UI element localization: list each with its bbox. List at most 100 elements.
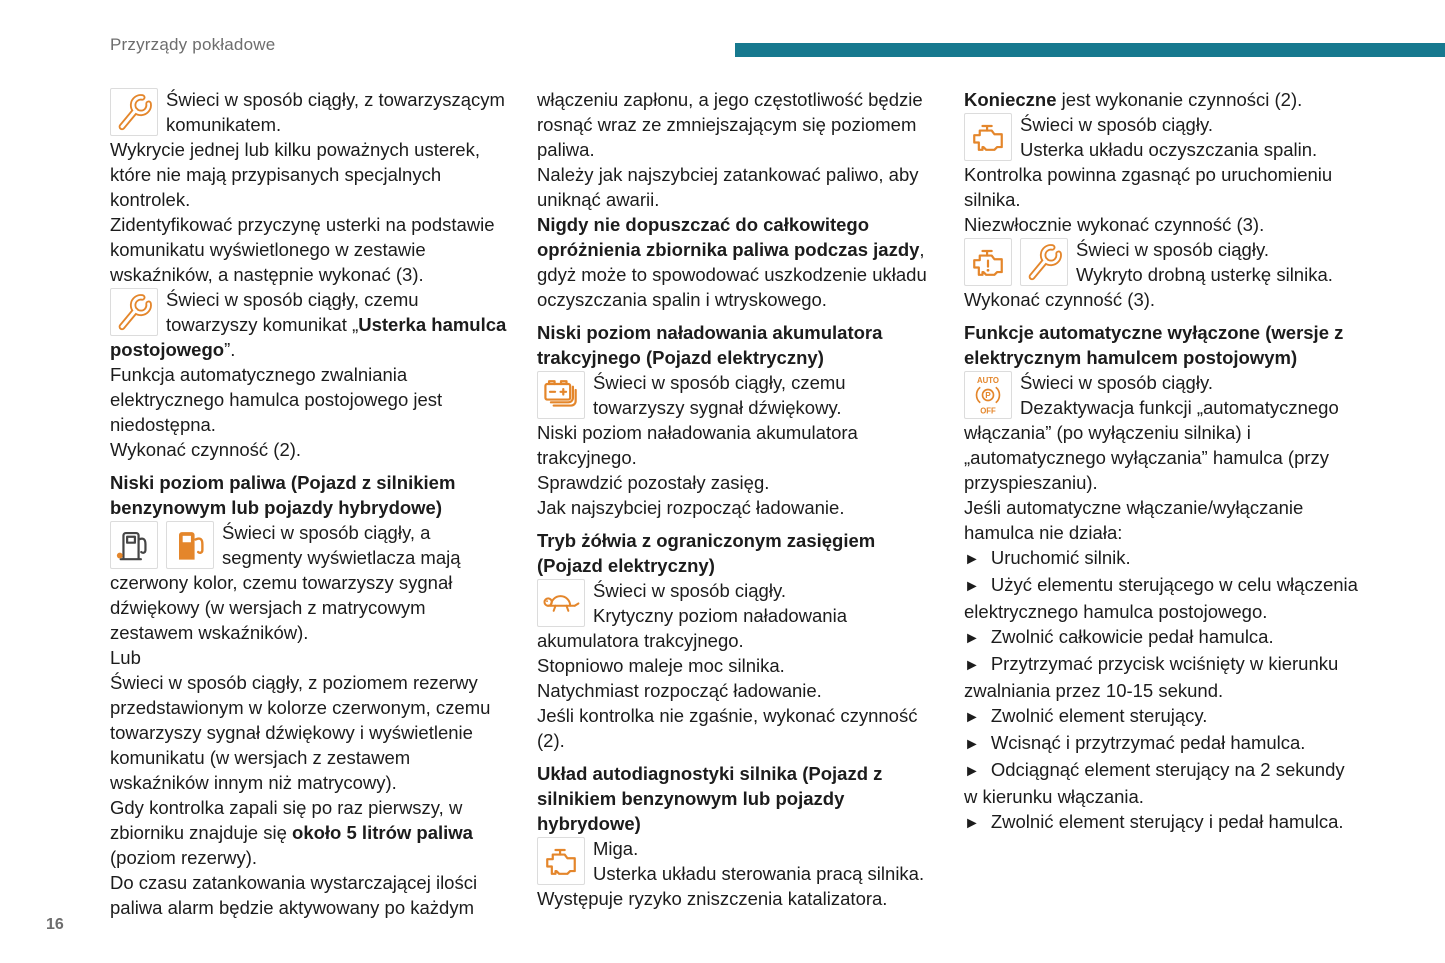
text-run: Świeci w sposób ciągły, czemu towarzyszy… [166,289,419,335]
icon-paragraph: AUTO P OFF Świeci w sposób ciągły. Dezakt… [964,370,1361,495]
bold-run: Konieczne [964,89,1057,110]
bullet-item: ► Odciągnąć element sterujący na 2 sekund… [964,757,1361,809]
icon-paragraph: Świeci w sposób ciągły, a segmenty wyświ… [110,520,507,645]
text-run: Świeci w sposób ciągły. [593,580,786,601]
header-accent-bar [735,43,1445,57]
bullet-marker: ► [964,630,980,647]
paragraph: Wykrycie jednej lub kilku poważnych uste… [110,137,507,212]
bold-run: Usterka hamulca postojowego [110,314,507,360]
text-run: Funkcja automatycznego zwalniania elektr… [110,364,443,435]
wrench-icon [1020,238,1068,286]
bullet-item: ► Zwolnić całkowicie pedał hamulca. [964,624,1361,651]
text-run: Świeci w sposób ciągły. [1020,114,1213,135]
text-run: Użyć elementu sterującego w celu włączen… [964,574,1358,622]
bullet-marker: ► [964,709,980,726]
fuel-pump-filled-icon [166,521,214,569]
text-run: Występuje ryzyko zniszczenia katalizator… [537,888,888,909]
text-run: Jak najszybciej rozpocząć ładowanie. [537,497,845,518]
section-heading: Tryb żółwia z ograniczonym zasięgiem (Po… [537,530,876,576]
paragraph: Natychmiast rozpocząć ładowanie. [537,678,934,703]
bold-run: Nigdy nie dopuszczać do całkowitego opró… [537,214,920,260]
icon-paragraph: Świeci w sposób ciągły, z towarzyszącym … [110,87,507,137]
text-run: Zwolnić całkowicie pedał hamulca. [990,626,1274,647]
turtle-icon [537,579,585,627]
text-run: Świeci w sposób ciągły. [1020,372,1213,393]
text-run: Stopniowo maleje moc silnika. [537,655,785,676]
bullet-marker: ► [964,736,980,753]
icon-paragraph: Świeci w sposób ciągły. Krytyczny poziom … [537,578,934,653]
text-run: Jeśli automatyczne włączanie/wyłączanie … [964,497,1304,543]
paragraph: Konieczne jest wykonanie czynności (2). [964,87,1361,112]
text-run: włączeniu zapłonu, a jego częstotliwość … [537,89,923,160]
text-run: Jeśli kontrolka nie zgaśnie, wykonać czy… [537,705,918,751]
icon-paragraph: Świeci w sposób ciągły, czemu towarzyszy… [537,370,934,420]
paragraph: Jeśli automatyczne włączanie/wyłączanie … [964,495,1361,545]
text-run: Niezwłocznie wykonać czynność (3). [964,214,1265,235]
text-run: Wykonać czynność (2). [110,439,302,460]
text-run: Zwolnić element sterujący i pedał hamulc… [990,811,1344,832]
text-run: , gdyż może to spowodować uszkodzenie uk… [537,239,927,310]
text-run: Lub [110,647,141,668]
section-heading: Układ autodiagnostyki silnika (Pojazd z … [537,763,883,834]
paragraph: Kontrolka powinna zgasnąć po uruchomieni… [964,162,1361,212]
column-3: Konieczne jest wykonanie czynności (2). … [964,87,1361,920]
page-number: 16 [46,916,64,933]
fuel-pump-reserve-icon [110,521,158,569]
section-heading: Funkcje automatyczne wyłączone (wersje z… [964,322,1344,368]
text-run: Dezaktywacja funkcji „automatycznego włą… [964,397,1339,493]
text-run: Uruchomić silnik. [990,547,1131,568]
wrench-icon [110,288,158,336]
text-run: jest wykonanie czynności (2). [1056,89,1303,110]
text-run: Wcisnąć i przytrzymać pedał hamulca. [990,732,1306,753]
engine-icon [964,113,1012,161]
text-run: Zwolnić element sterujący. [990,705,1208,726]
paragraph: Wykonać czynność (2). [110,437,507,462]
text-run: Świeci w sposób ciągły, z towarzyszącym … [166,89,505,135]
bullet-marker: ► [964,763,980,780]
paragraph: Stopniowo maleje moc silnika. [537,653,934,678]
paragraph: Zidentyfikować przyczynę usterki na pods… [110,212,507,287]
auto-brake-off-icon: AUTO P OFF [964,371,1012,419]
paragraph: Do czasu zatankowania wystarczającej ilo… [110,870,507,920]
bullet-item: ► Zwolnić element sterujący i pedał hamul… [964,809,1361,836]
text-run: Świeci w sposób ciągły, a segmenty wyświ… [110,522,461,643]
section-heading: Niski poziom naładowania akumulatora tra… [537,322,883,368]
text-run: Kontrolka powinna zgasnąć po uruchomieni… [964,164,1333,210]
text-run: Sprawdzić pozostały zasięg. [537,472,770,493]
column-1: Świeci w sposób ciągły, z towarzyszącym … [110,87,507,920]
paragraph: Funkcja automatycznego zwalniania elektr… [110,362,507,437]
paragraph: Sprawdzić pozostały zasięg. [537,470,934,495]
text-run: Usterka układu oczyszczania spalin. [1020,139,1318,160]
column-2: włączeniu zapłonu, a jego częstotliwość … [537,87,934,920]
text-run: Wykryto drobną usterkę silnika. [1076,264,1333,285]
paragraph: Lub [110,645,507,670]
paragraph: Świeci w sposób ciągły, z poziomem rezer… [110,670,507,795]
text-run: Wykrycie jednej lub kilku poważnych uste… [110,139,480,210]
wrench-icon [110,88,158,136]
icon-paragraph: Miga. Usterka układu sterowania pracą sil… [537,836,934,886]
paragraph: Wykonać czynność (3). [964,287,1361,312]
svg-text:P: P [985,391,991,400]
text-run: Gdy kontrolka zapali się po raz pierwszy… [110,797,463,843]
text-run: Świeci w sposób ciągły, z poziomem rezer… [110,672,491,793]
paragraph: Nigdy nie dopuszczać do całkowitego opró… [537,212,934,312]
paragraph: Jeśli kontrolka nie zgaśnie, wykonać czy… [537,703,934,753]
section-heading: Niski poziom paliwa (Pojazd z silnikiem … [110,472,456,518]
text-run: Świeci w sposób ciągły. [1076,239,1269,260]
bullet-marker: ► [964,657,980,674]
svg-text:AUTO: AUTO [977,376,999,385]
icon-paragraph: Świeci w sposób ciągły, czemu towarzyszy… [110,287,507,362]
paragraph: Występuje ryzyko zniszczenia katalizator… [537,886,934,911]
bullet-item: ► Użyć elementu sterującego w celu włącze… [964,572,1361,624]
text-run: Przytrzymać przycisk wciśnięty w kierunk… [964,653,1339,701]
text-run: Zidentyfikować przyczynę usterki na pods… [110,214,495,285]
icon-paragraph: Świeci w sposób ciągły. Wykryto drobną us… [964,237,1361,287]
paragraph: włączeniu zapłonu, a jego częstotliwość … [537,87,934,162]
paragraph: Należy jak najszybciej zatankować paliwo… [537,162,934,212]
text-run: (poziom rezerwy). [110,847,257,868]
traction-battery-icon [537,371,585,419]
bullet-marker: ► [964,551,980,568]
text-run: ”. [224,339,236,360]
page-header: Przyrządy pokładowe [110,35,276,54]
paragraph: Gdy kontrolka zapali się po raz pierwszy… [110,795,507,870]
